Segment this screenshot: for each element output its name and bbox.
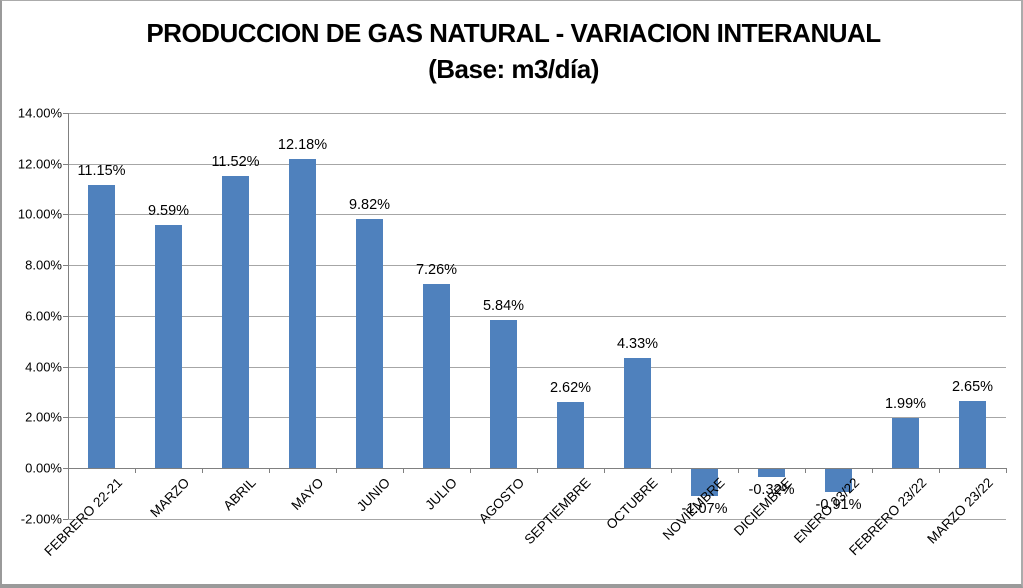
y-axis-tick-label: 10.00%: [17, 206, 62, 222]
x-axis-tick: [68, 468, 69, 473]
gridline: [68, 417, 1006, 419]
x-axis-category-label: JUNIO: [353, 475, 394, 515]
x-axis-tick: [202, 468, 203, 473]
x-axis-tick: [470, 468, 471, 473]
y-axis-tick: [63, 315, 68, 317]
bar-data-label: 4.33%: [616, 336, 659, 353]
x-axis-tick: [537, 468, 538, 473]
y-axis-tick: [63, 112, 68, 114]
x-axis-tick: [805, 468, 806, 473]
bar-data-label: 11.15%: [77, 163, 126, 180]
bar: [691, 469, 718, 497]
y-axis-tick-label: 4.00%: [25, 359, 62, 375]
bar: [289, 159, 316, 468]
y-axis-tick: [63, 366, 68, 368]
bar-data-label: 2.62%: [549, 379, 592, 396]
bar: [423, 283, 450, 468]
y-axis-tick-label: 6.00%: [25, 308, 62, 324]
x-axis-tick: [1006, 468, 1007, 473]
y-axis-line: [68, 112, 69, 519]
bar-data-label: 5.84%: [482, 297, 525, 314]
x-axis-tick: [671, 468, 672, 473]
bar: [557, 401, 584, 468]
x-axis-tick: [403, 468, 404, 473]
x-axis-tick: [939, 468, 940, 473]
gridline: [68, 518, 1006, 520]
y-axis-tick: [63, 265, 68, 267]
bar: [222, 175, 249, 468]
bar: [356, 218, 383, 468]
gridline: [68, 112, 1006, 114]
bar-data-label: 9.59%: [147, 202, 190, 219]
y-axis-tick-label: 12.00%: [17, 156, 62, 172]
bar: [490, 319, 517, 468]
x-axis-category-label: MARZO 23/22: [924, 475, 997, 547]
bar: [959, 400, 986, 468]
x-axis-category-label: SEPTIEMBRE: [521, 475, 595, 548]
chart-title-block: PRODUCCION DE GAS NATURAL - VARIACION IN…: [2, 15, 1021, 88]
x-axis-tick: [604, 468, 605, 473]
x-axis-tick: [738, 468, 739, 473]
bar-data-label: 1.99%: [884, 395, 927, 412]
bar-data-label: 2.65%: [951, 378, 994, 395]
bar-data-label: 12.18%: [277, 137, 328, 154]
x-axis-category-label: JULIO: [422, 475, 461, 513]
y-axis-tick: [63, 163, 68, 165]
bar: [88, 185, 115, 468]
bar-data-label: 9.82%: [348, 196, 391, 213]
y-axis-tick: [63, 518, 68, 520]
bar-data-label: 7.26%: [415, 261, 458, 278]
gridline: [68, 265, 1006, 267]
bar: [892, 417, 919, 468]
chart-subtitle: (Base: m3/día): [428, 54, 599, 85]
gridline: [68, 366, 1006, 368]
gridline: [68, 315, 1006, 317]
bar-data-label: -0.32%: [748, 482, 795, 499]
x-axis-category-label: ABRIL: [220, 475, 260, 514]
y-axis-tick-label: 2.00%: [25, 409, 62, 425]
x-axis-category-label: MAYO: [288, 475, 327, 514]
bar: [624, 358, 651, 468]
y-axis-tick-label: 0.00%: [25, 460, 62, 476]
y-axis-tick: [63, 417, 68, 419]
y-axis-tick-label: 8.00%: [25, 257, 62, 273]
bar: [758, 469, 785, 478]
x-axis-tick: [135, 468, 136, 473]
y-axis-tick-label: 14.00%: [17, 105, 62, 121]
bar-data-label: -0.91%: [815, 497, 862, 514]
bar: [825, 469, 852, 493]
y-axis-tick: [63, 214, 68, 216]
bar: [155, 224, 182, 468]
gridline: [68, 163, 1006, 165]
bar-data-label: 11.52%: [211, 153, 260, 170]
x-axis-tick: [336, 468, 337, 473]
bar-data-label: -1.07%: [681, 501, 728, 518]
chart-title: PRODUCCION DE GAS NATURAL - VARIACION IN…: [146, 18, 881, 48]
y-axis-tick-label: -2.00%: [20, 511, 62, 527]
gridline: [68, 214, 1006, 216]
y-axis-tick: [63, 468, 68, 469]
x-axis-category-label: OCTUBRE: [603, 475, 662, 533]
x-axis-tick: [872, 468, 873, 473]
x-axis-category-label: MARZO: [147, 475, 193, 521]
x-axis-tick: [269, 468, 270, 473]
